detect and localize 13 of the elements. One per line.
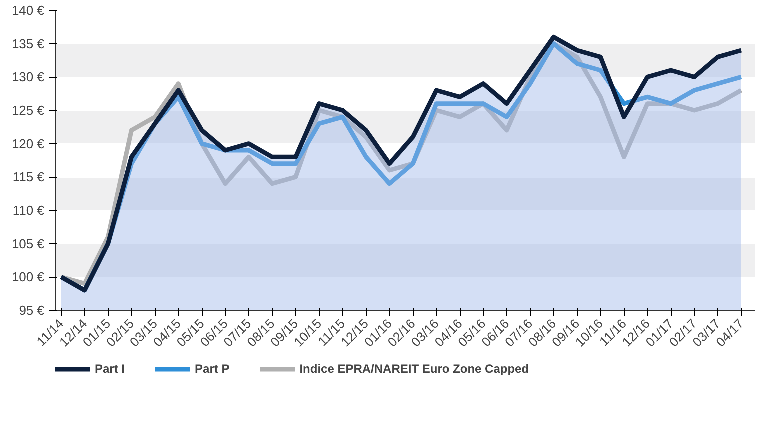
y-tick-label: 140 € <box>12 3 46 18</box>
y-tick-label: 95 € <box>19 303 46 318</box>
y-tick-label: 135 € <box>12 36 46 52</box>
y-tick-label: 100 € <box>12 270 46 285</box>
y-tick-label: 115 € <box>12 170 46 185</box>
y-tick-label: 105 € <box>12 236 46 252</box>
y-tick-label: 110 € <box>12 203 46 218</box>
legend-label: Indice EPRA/NAREIT Euro Zone Capped <box>300 362 530 376</box>
y-tick-label: 120 € <box>12 136 46 152</box>
legend-label: Part I <box>95 362 126 376</box>
legend-label: Part P <box>195 362 230 376</box>
y-tick-label: 130 € <box>12 70 46 85</box>
y-tick-label: 125 € <box>12 103 46 118</box>
